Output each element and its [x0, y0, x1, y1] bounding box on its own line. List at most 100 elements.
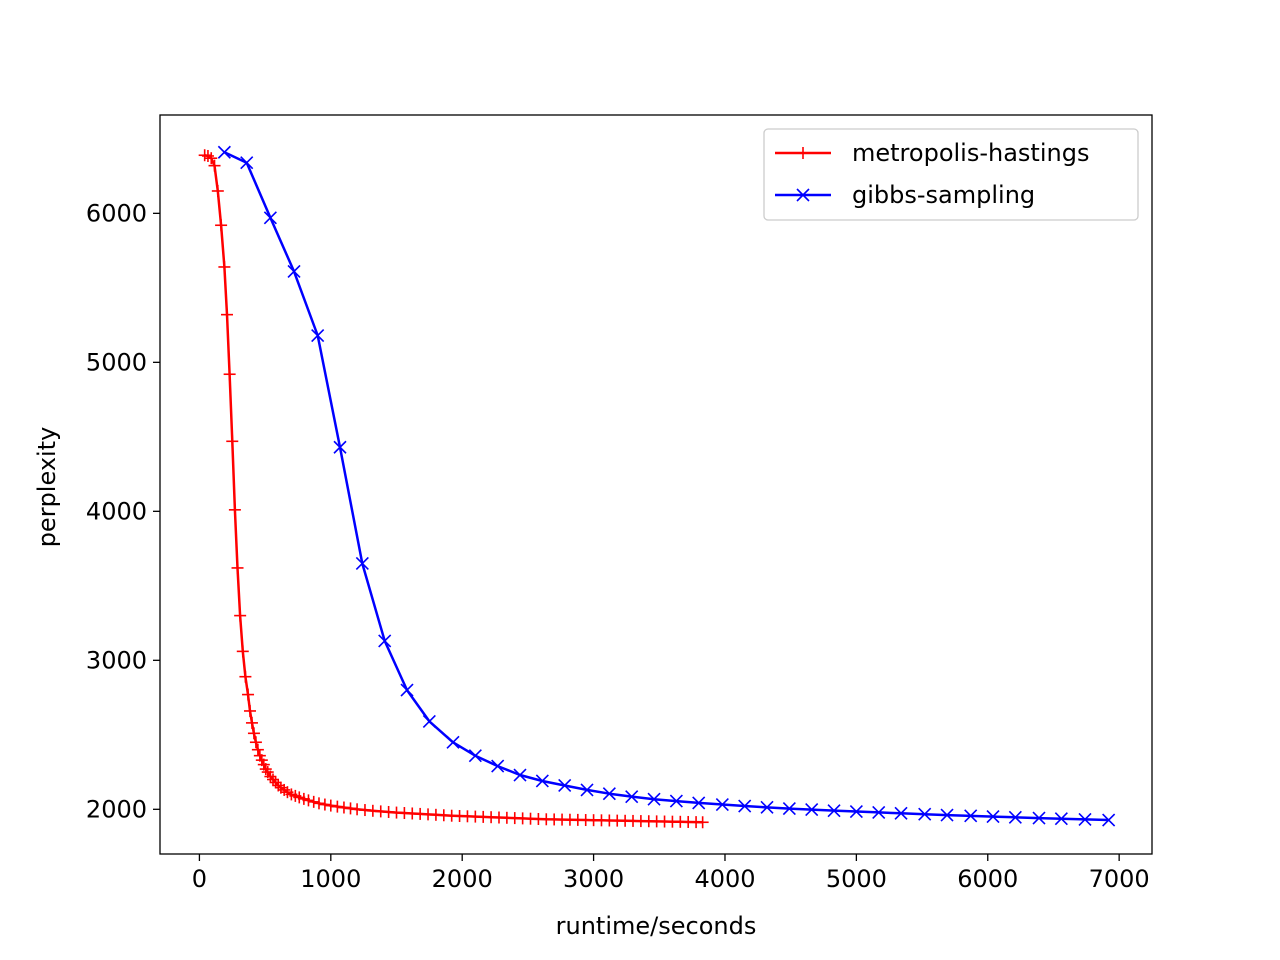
y-tick-label-4: 6000: [86, 199, 147, 227]
gibbs-sampling-point-22: [715, 797, 729, 812]
gibbs-sampling-point-11: [468, 749, 482, 763]
metropolis-hastings-point-13: [236, 645, 249, 658]
metropolis-hastings-point-26: [264, 770, 277, 783]
metropolis-hastings-point-11: [231, 561, 244, 574]
gibbs-sampling-point-34: [986, 810, 1000, 824]
metropolis-hastings-point-14: [239, 670, 252, 683]
gibbs-sampling-point-4: [311, 328, 325, 343]
gibbs-sampling-point-2: [263, 211, 277, 225]
x-tick-label-6: 6000: [957, 865, 1018, 893]
metropolis-hastings-point-7: [221, 308, 234, 321]
gibbs-sampling-point-38: [1078, 812, 1092, 826]
metropolis-hastings-point-27: [266, 773, 279, 786]
series-metropolis-hastings: [198, 149, 709, 829]
gibbs-sampling-point-33: [964, 809, 978, 823]
gibbs-sampling-point-21: [692, 796, 706, 810]
x-tick-label-3: 3000: [563, 865, 624, 893]
gibbs-sampling-point-31: [918, 807, 932, 821]
x-tick-label-4: 4000: [694, 865, 755, 893]
x-tick-label-0: 0: [192, 865, 207, 893]
gibbs-sampling-point-6: [355, 556, 369, 571]
series-layer: [198, 145, 1116, 829]
metropolis-hastings-point-42: [331, 800, 344, 813]
y-tick-label-0: 2000: [86, 795, 147, 823]
metropolis-hastings-point-40: [318, 798, 331, 811]
metropolis-hastings-point-8: [223, 368, 236, 381]
gibbs-sampling-point-24: [760, 800, 774, 814]
gibbs-sampling-point-29: [872, 805, 886, 819]
gibbs-sampling-point-3: [287, 264, 301, 279]
legend-marker-gibbs-sampling: [796, 188, 810, 202]
metropolis-hastings-point-19: [249, 736, 262, 749]
x-axis-label: runtime/seconds: [556, 912, 757, 940]
series-line-gibbs-sampling: [223, 151, 1109, 822]
gibbs-sampling-point-19: [647, 792, 661, 806]
metropolis-hastings-point-12: [234, 609, 247, 622]
legend-metropolis-hastings-point-0: [797, 147, 809, 159]
metropolis-hastings-point-4: [211, 184, 224, 197]
y-axis-ticks: 2000 3000 4000 5000 6000: [86, 199, 160, 823]
y-tick-label-3: 5000: [86, 348, 147, 376]
gibbs-sampling-point-17: [602, 787, 616, 801]
gibbs-sampling-point-36: [1032, 811, 1046, 825]
y-axis-label: perplexity: [33, 427, 61, 548]
gibbs-sampling-point-14: [535, 774, 549, 788]
gibbs-sampling-point-35: [1008, 810, 1022, 824]
legend: metropolis-hastings gibbs-sampling: [763, 128, 1139, 221]
metropolis-hastings-point-28: [269, 776, 282, 789]
metropolis-hastings-point-2: [205, 152, 218, 165]
gibbs-sampling-point-12: [491, 759, 505, 773]
gibbs-sampling-point-30: [894, 806, 908, 820]
legend-box: [763, 128, 1139, 221]
gibbs-sampling-point-26: [805, 803, 819, 817]
metropolis-hastings-point-43: [337, 801, 350, 814]
metropolis-hastings-point-24: [259, 763, 272, 776]
gibbs-sampling-point-18: [625, 790, 639, 804]
gibbs-sampling-point-8: [400, 683, 414, 697]
gibbs-sampling-point-1: [240, 156, 254, 170]
gibbs-sampling-point-9: [422, 714, 436, 728]
gibbs-sampling-point-5: [333, 440, 347, 454]
legend-label-metropolis-hastings: metropolis-hastings: [852, 139, 1089, 167]
series-gibbs-sampling: [217, 145, 1116, 827]
legend-marker-metropolis-hastings: [797, 147, 809, 159]
gibbs-sampling-point-28: [849, 804, 863, 819]
metropolis-hastings-point-89: [696, 816, 709, 829]
legend-label-gibbs-sampling: gibbs-sampling: [852, 181, 1035, 209]
metropolis-hastings-point-15: [242, 688, 255, 701]
metropolis-hastings-point-17: [245, 716, 258, 729]
gibbs-sampling-point-0: [217, 145, 231, 159]
metropolis-hastings-point-10: [228, 503, 241, 516]
gibbs-sampling-point-39: [1102, 813, 1116, 827]
y-tick-label-1: 3000: [86, 646, 147, 674]
gibbs-sampling-point-13: [513, 768, 527, 782]
metropolis-hastings-point-39: [312, 797, 325, 810]
gibbs-sampling-point-27: [827, 804, 841, 818]
x-tick-label-7: 7000: [1089, 865, 1150, 893]
gibbs-sampling-point-25: [782, 801, 796, 816]
metropolis-hastings-point-3: [208, 159, 221, 172]
x-tick-label-2: 2000: [432, 865, 493, 893]
metropolis-hastings-point-18: [247, 727, 260, 740]
gibbs-sampling-point-7: [378, 634, 392, 648]
gibbs-sampling-point-15: [558, 778, 572, 793]
x-tick-label-5: 5000: [826, 865, 887, 893]
legend-gibbs-sampling-point-0: [796, 188, 810, 202]
metropolis-hastings-point-37: [302, 794, 315, 807]
metropolis-hastings-point-38: [307, 795, 320, 808]
gibbs-sampling-point-20: [669, 794, 683, 808]
gibbs-sampling-point-37: [1054, 812, 1068, 826]
y-tick-label-2: 4000: [86, 497, 147, 525]
gibbs-sampling-point-16: [580, 783, 594, 797]
metropolis-hastings-point-9: [226, 435, 239, 448]
gibbs-sampling-point-10: [446, 735, 460, 749]
x-tick-label-1: 1000: [300, 865, 361, 893]
metropolis-hastings-point-41: [324, 799, 337, 812]
metropolis-hastings-point-16: [244, 704, 257, 717]
gibbs-sampling-point-23: [738, 799, 752, 813]
metropolis-hastings-point-44: [344, 802, 357, 815]
plot-frame: [159, 114, 1153, 855]
gibbs-sampling-point-32: [940, 808, 954, 822]
x-axis-ticks: 0 1000 2000 3000 4000 5000 6000 7000: [192, 854, 1150, 893]
